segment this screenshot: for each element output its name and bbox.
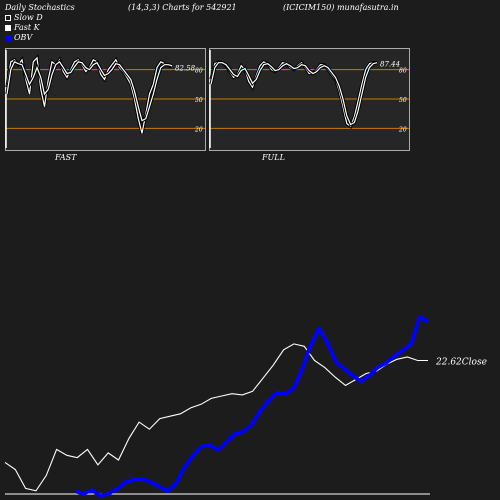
fast-panel-title: FAST xyxy=(55,153,77,162)
full-level-label: 20 xyxy=(398,126,407,133)
obv-line xyxy=(74,315,429,498)
fast-level-label: 80 xyxy=(195,68,203,75)
legend-label: Fast K xyxy=(14,23,40,32)
fast-last-value-label: 82.58 xyxy=(175,65,196,73)
full-series-line-1 xyxy=(210,62,378,126)
full-series-outline xyxy=(209,61,378,127)
fast-level-label: 50 xyxy=(195,97,203,104)
chart-symbol: (ICICIM150) munafasutra.in xyxy=(283,3,399,12)
legend-item-slow-d: Slow D xyxy=(5,13,43,22)
close-price-line xyxy=(4,343,428,492)
full-level-label: 50 xyxy=(399,97,407,104)
slow-d-swatch xyxy=(5,14,11,21)
full-level-label: 80 xyxy=(399,68,407,75)
close-value-label: 22.62Close xyxy=(435,358,487,368)
full-last-value-label: 87.44 xyxy=(380,61,400,69)
fast-series-line-1 xyxy=(6,60,173,122)
full-panel-title: FULL xyxy=(262,153,285,162)
fast-k-swatch xyxy=(5,24,11,31)
legend-label: Slow D xyxy=(14,13,43,22)
full-series-line-0 xyxy=(210,61,377,128)
legend-label: OBV xyxy=(14,33,33,42)
full-series-outline xyxy=(209,59,377,129)
chart-heading: Daily Stochastics xyxy=(5,3,75,12)
fast-level-label: 20 xyxy=(194,126,203,133)
legend-item-fast-k: Fast K xyxy=(5,23,40,32)
chart-params: (14,3,3) Charts for 542921 xyxy=(128,3,237,12)
obv-swatch xyxy=(5,34,11,41)
legend-item-obv: OBV xyxy=(5,33,32,42)
